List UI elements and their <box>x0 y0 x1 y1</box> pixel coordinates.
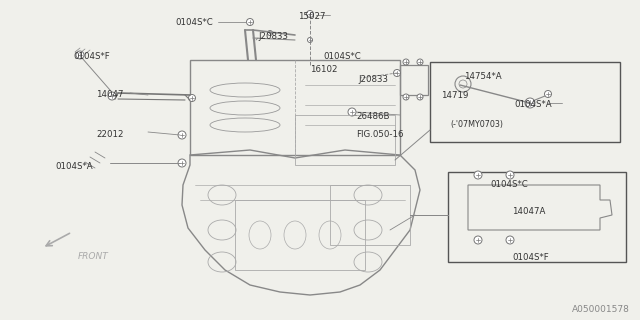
Circle shape <box>403 59 409 65</box>
Text: 0104S*F: 0104S*F <box>73 52 109 61</box>
Circle shape <box>307 37 312 43</box>
Circle shape <box>417 59 423 65</box>
Text: A050001578: A050001578 <box>572 305 630 314</box>
Text: 15027: 15027 <box>298 12 326 21</box>
Circle shape <box>394 69 401 76</box>
Circle shape <box>178 131 186 139</box>
Circle shape <box>108 92 116 100</box>
Circle shape <box>506 171 514 179</box>
Text: 14754*A: 14754*A <box>464 72 502 81</box>
Text: 0104S*F: 0104S*F <box>512 253 548 262</box>
Text: 14719: 14719 <box>441 91 468 100</box>
Text: FRONT: FRONT <box>78 252 109 261</box>
Text: 0104S*C: 0104S*C <box>490 180 528 189</box>
Text: (-'07MY0703): (-'07MY0703) <box>450 120 503 129</box>
Text: J20833: J20833 <box>258 32 288 41</box>
Text: FIG.050-16: FIG.050-16 <box>356 130 403 139</box>
Circle shape <box>506 236 514 244</box>
Circle shape <box>417 94 423 100</box>
Text: 14047: 14047 <box>96 90 124 99</box>
Circle shape <box>246 19 253 26</box>
Text: 22012: 22012 <box>96 130 124 139</box>
Bar <box>235 200 365 270</box>
Circle shape <box>474 171 482 179</box>
Circle shape <box>403 94 409 100</box>
Bar <box>430 62 620 142</box>
Text: 0104S*A: 0104S*A <box>55 162 93 171</box>
Bar <box>295 115 395 165</box>
Text: 0104S*A: 0104S*A <box>514 100 552 109</box>
Bar <box>400 65 428 95</box>
Text: J20833: J20833 <box>358 75 388 84</box>
Text: 26486B: 26486B <box>356 112 390 121</box>
Text: 0104S*C: 0104S*C <box>175 18 212 27</box>
Circle shape <box>348 108 356 116</box>
Bar <box>448 172 626 262</box>
Circle shape <box>178 159 186 167</box>
Text: 14047A: 14047A <box>512 207 545 216</box>
Text: 16102: 16102 <box>310 65 337 74</box>
Circle shape <box>268 30 273 36</box>
Circle shape <box>545 91 552 98</box>
Circle shape <box>307 11 314 18</box>
Text: 0104S*C: 0104S*C <box>323 52 361 61</box>
Circle shape <box>189 94 195 101</box>
Bar <box>330 185 410 245</box>
Bar <box>190 60 400 155</box>
Circle shape <box>76 51 84 59</box>
Circle shape <box>474 236 482 244</box>
Circle shape <box>525 98 535 108</box>
